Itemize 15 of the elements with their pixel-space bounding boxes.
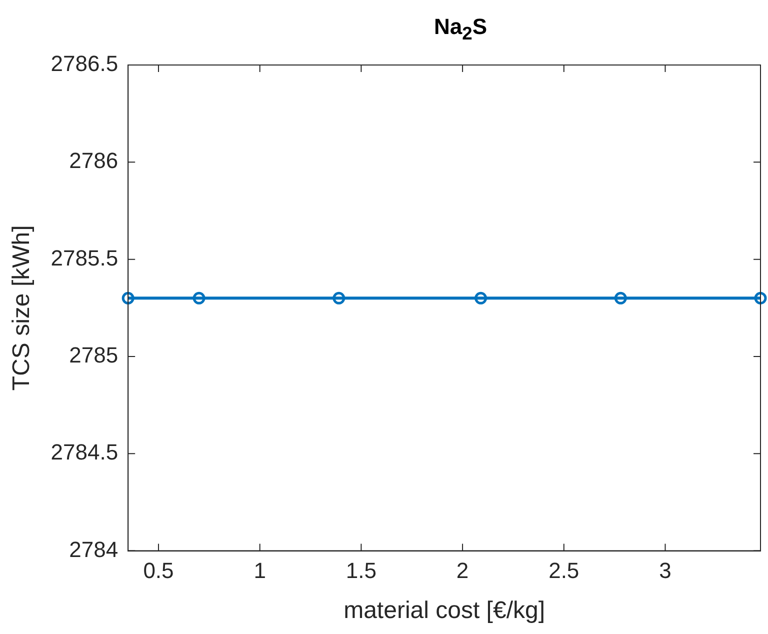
- x-tick-label: 1.5: [346, 558, 376, 584]
- x-tick-label: 2.5: [548, 558, 580, 584]
- x-tick-label: 0.5: [143, 558, 174, 584]
- y-axis-title: TCS size [kWh]: [8, 225, 36, 391]
- y-tick-label: 2784.5: [50, 440, 118, 465]
- y-tick-label: 2785: [69, 342, 118, 368]
- y-tick-label: 2785.5: [50, 245, 118, 270]
- x-axis-title: material cost [€/kg]: [344, 597, 546, 624]
- x-tick-label: 1: [254, 558, 266, 584]
- y-tick-label: 2784: [69, 536, 118, 562]
- x-tick-label: 2: [456, 558, 469, 584]
- chart-title: Na$_{2}$S: [432, 14, 488, 44]
- x-tick-label: 3: [659, 558, 672, 584]
- y-tick-label: 2786.5: [50, 51, 118, 76]
- y-tick-label: 2786: [69, 148, 118, 174]
